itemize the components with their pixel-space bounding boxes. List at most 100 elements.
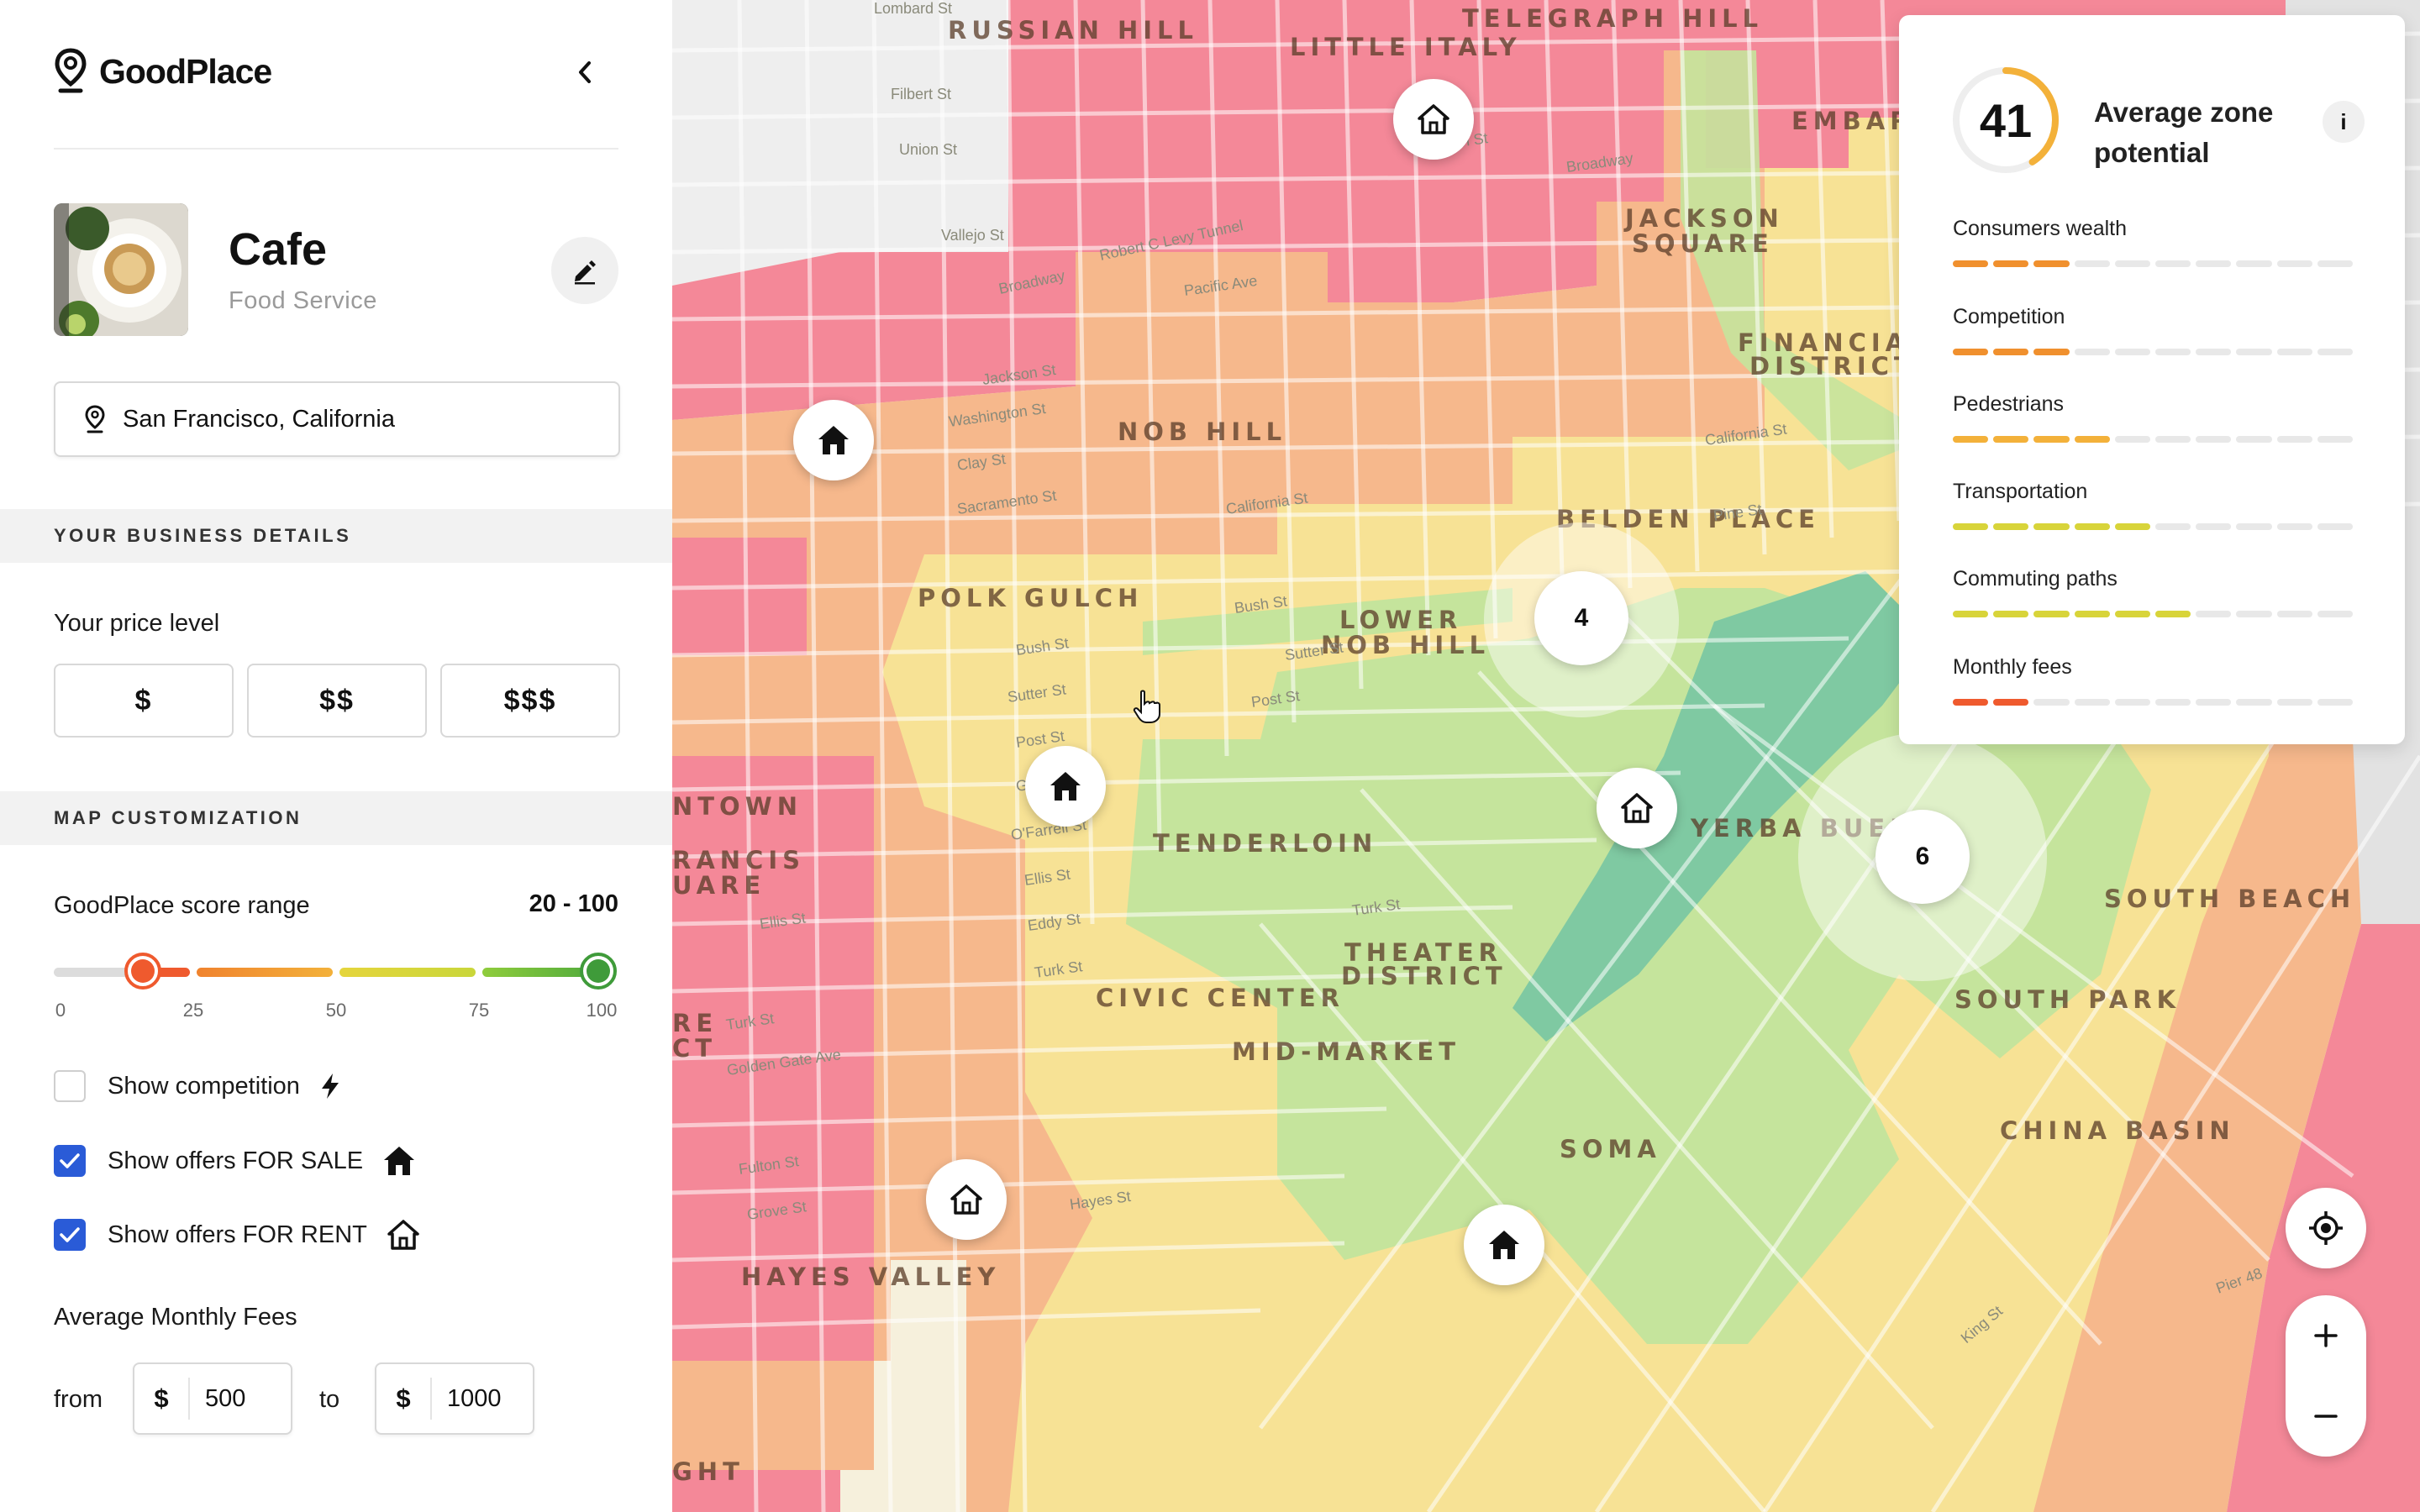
metric-bar-segment	[2196, 699, 2232, 706]
map-pin-for-rent[interactable]	[1393, 79, 1474, 160]
map-cluster[interactable]: 6	[1876, 810, 1970, 904]
metric-bar-segment	[2074, 523, 2110, 530]
metric-bar-segment	[2155, 699, 2191, 706]
zoom-in-button[interactable]	[2286, 1295, 2366, 1376]
metric-bar-segment	[2236, 260, 2272, 267]
slider-track-inactive[interactable]	[54, 968, 143, 977]
edit-business-button[interactable]	[551, 237, 618, 304]
price-option-3[interactable]: $$$	[440, 664, 620, 738]
slider-segment-yellow[interactable]	[339, 968, 476, 977]
zoom-out-button[interactable]	[2286, 1376, 2366, 1457]
location-pin-icon	[85, 405, 105, 433]
metric-bar-segment	[2196, 523, 2232, 530]
metric-bar	[1953, 523, 2354, 530]
slider-handle-max[interactable]	[580, 953, 617, 990]
locate-me-button[interactable]	[2286, 1188, 2366, 1268]
map-zone-light-green	[1681, 50, 1933, 470]
show-competition-checkbox[interactable]	[54, 1070, 86, 1102]
metric-bar-segment	[2236, 611, 2272, 617]
map-pin-for-rent[interactable]	[926, 1159, 1007, 1240]
metric-bar-segment	[2033, 260, 2070, 267]
district-label: JACKSON	[1623, 204, 1784, 233]
info-button[interactable]: i	[2323, 101, 2365, 143]
metric-bar-segment	[2033, 523, 2070, 530]
section-title: MAP CUSTOMIZATION	[54, 807, 302, 828]
section-header-business-details: YOUR BUSINESS DETAILS	[0, 509, 672, 563]
metric-bar-segment	[1993, 611, 2029, 617]
show-competition-label: Show competition	[108, 1072, 300, 1100]
potential-gauge-arc	[1953, 67, 2059, 173]
house-outline-icon	[1418, 104, 1449, 134]
slider-tick: 100	[586, 1000, 618, 1021]
show-for-rent-label: Show offers FOR RENT	[108, 1221, 367, 1248]
street-label: Lombard St	[874, 0, 952, 17]
slider-handle-min[interactable]	[124, 953, 161, 990]
slider-tick: 75	[468, 1000, 490, 1021]
district-label: LITTLE ITALY	[1290, 33, 1522, 61]
lightning-icon	[318, 1072, 342, 1100]
house-filled-icon	[818, 426, 849, 454]
metric-bar-segment	[1993, 523, 2029, 530]
price-option-1[interactable]: $	[54, 664, 234, 738]
map-pin-for-sale[interactable]	[793, 400, 874, 480]
monthly-fees-label: Average Monthly Fees	[54, 1304, 297, 1331]
show-for-rent-row[interactable]: Show offers FOR RENT	[54, 1218, 421, 1252]
collapse-sidebar-button[interactable]	[568, 55, 602, 89]
map-zone-red	[1706, 0, 1958, 168]
show-for-rent-checkbox[interactable]	[54, 1219, 86, 1251]
district-label: DISTRICT	[1341, 962, 1507, 990]
metric-bar-segment	[2236, 523, 2272, 530]
show-competition-row[interactable]: Show competition	[54, 1070, 342, 1102]
metric-bar-segment	[2155, 349, 2191, 355]
district-label: NOB HILL	[1321, 631, 1490, 659]
fees-to-input[interactable]: $ 1000	[375, 1362, 534, 1435]
fees-from-value: 500	[205, 1384, 246, 1412]
metric-bar-segment	[2276, 436, 2312, 443]
business-photo	[54, 203, 188, 336]
app-logo[interactable]: GoodPlace	[54, 47, 272, 96]
metric-label: Monthly fees	[1953, 655, 2072, 679]
metric-bar-segment	[2114, 611, 2151, 617]
metric-bar-segment	[2276, 523, 2312, 530]
metric-label: Transportation	[1953, 480, 2088, 503]
metric-bar-segment	[2033, 699, 2070, 706]
slider-segment-red[interactable]	[143, 968, 190, 977]
metric-label: Commuting paths	[1953, 567, 2118, 591]
metric-bar-segment	[2155, 523, 2191, 530]
metric-bar-segment	[2196, 260, 2232, 267]
metric-bar-segment	[1993, 260, 2029, 267]
price-option-2[interactable]: $$	[247, 664, 427, 738]
map-pin-for-sale[interactable]	[1464, 1205, 1544, 1285]
slider-tick: 50	[325, 1000, 347, 1021]
slider-segment-orange[interactable]	[197, 968, 333, 977]
house-filled-icon	[1050, 772, 1081, 801]
metric-bar-segment	[2276, 260, 2312, 267]
plus-icon	[2314, 1324, 2338, 1347]
metric-bar-segment	[2114, 699, 2151, 706]
district-label: NOB HILL	[1118, 417, 1286, 446]
metric-bar-segment	[2317, 523, 2354, 530]
map-pin-for-rent[interactable]	[1597, 768, 1677, 848]
metric-bar-segment	[2033, 349, 2070, 355]
show-for-sale-checkbox[interactable]	[54, 1145, 86, 1177]
metric-bar-segment	[2114, 349, 2151, 355]
district-label: SOUTH PARK	[1954, 985, 2181, 1014]
metric-bar-segment	[1993, 699, 2029, 706]
metric-bar	[1953, 699, 2354, 706]
district-label: UARE	[672, 871, 765, 900]
checkmark-icon	[60, 1227, 80, 1242]
location-input[interactable]: San Francisco, California	[54, 381, 620, 457]
fees-from-input[interactable]: $ 500	[133, 1362, 292, 1435]
map-pin-for-sale[interactable]	[1025, 746, 1106, 827]
metric-bar-segment	[2074, 260, 2110, 267]
slider-segment-green[interactable]	[482, 968, 600, 977]
metric-bar-segment	[1993, 349, 2029, 355]
district-label: MID-MARKET	[1232, 1037, 1460, 1066]
metric-bar-segment	[2317, 611, 2354, 617]
map-cluster[interactable]: 4	[1534, 571, 1628, 665]
show-for-sale-row[interactable]: Show offers FOR SALE	[54, 1144, 417, 1178]
metric-bar	[1953, 611, 2354, 617]
potential-score: 41	[1979, 93, 2033, 147]
district-label: SOUTH BEACH	[2104, 885, 2355, 913]
metric-bar-segment	[2033, 436, 2070, 443]
